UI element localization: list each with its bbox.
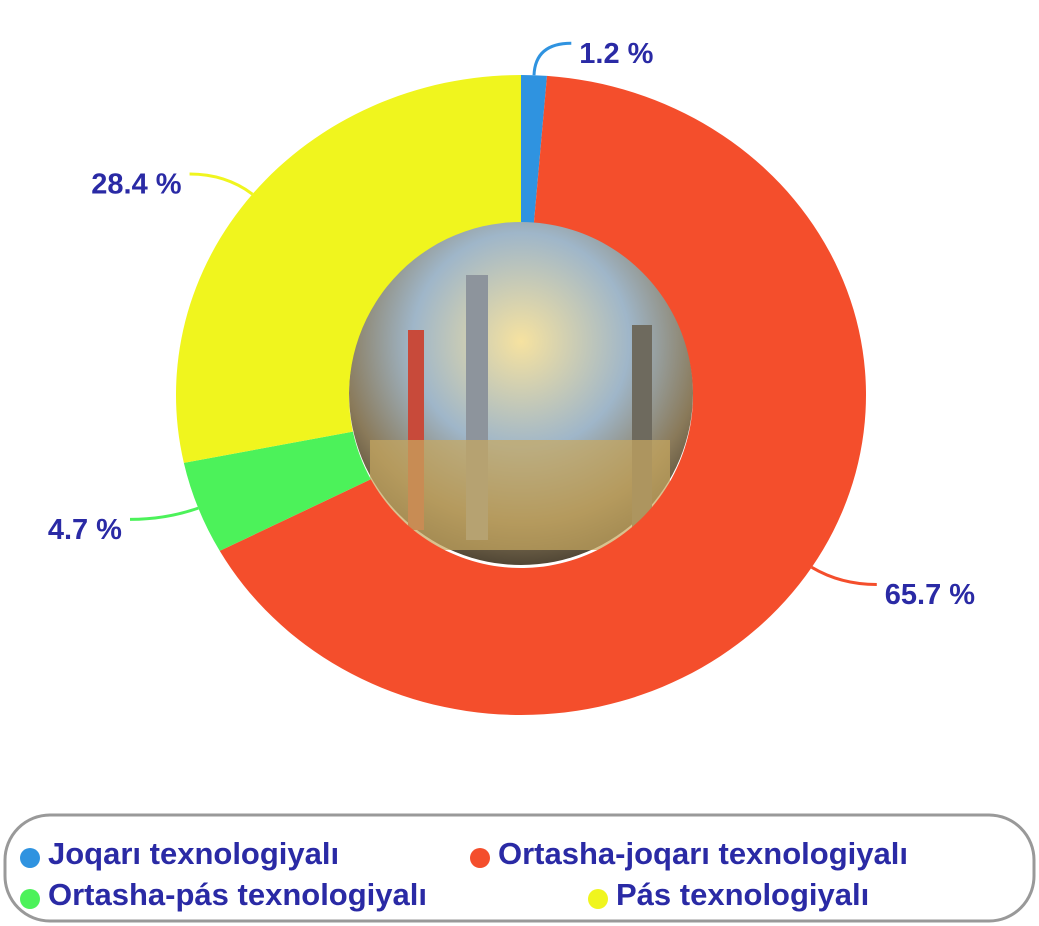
legend-label: Joqarı texnologiyalı — [48, 836, 339, 871]
legend-marker — [588, 889, 608, 909]
leader-line — [534, 43, 571, 75]
data-label: 28.4 % — [91, 169, 181, 201]
leader-line — [130, 508, 198, 519]
legend-label: Ortasha-pás texnologiyalı — [48, 877, 427, 912]
data-label: 65.7 % — [885, 579, 975, 611]
legend-label: Pás texnologiyalı — [616, 877, 869, 912]
legend-marker — [470, 848, 490, 868]
leader-line — [190, 174, 253, 194]
legend-marker — [20, 889, 40, 909]
chart: 1.2 % 65.7 % 4.7 % 28.4 % Joqarı texnologiya… — [0, 0, 1039, 926]
legend-label: Ortasha-joqarı texnologiyalı — [498, 836, 908, 871]
data-label: 1.2 % — [579, 38, 653, 70]
legend-marker — [20, 848, 40, 868]
data-label: 4.7 % — [48, 514, 122, 546]
leader-line — [812, 567, 877, 584]
